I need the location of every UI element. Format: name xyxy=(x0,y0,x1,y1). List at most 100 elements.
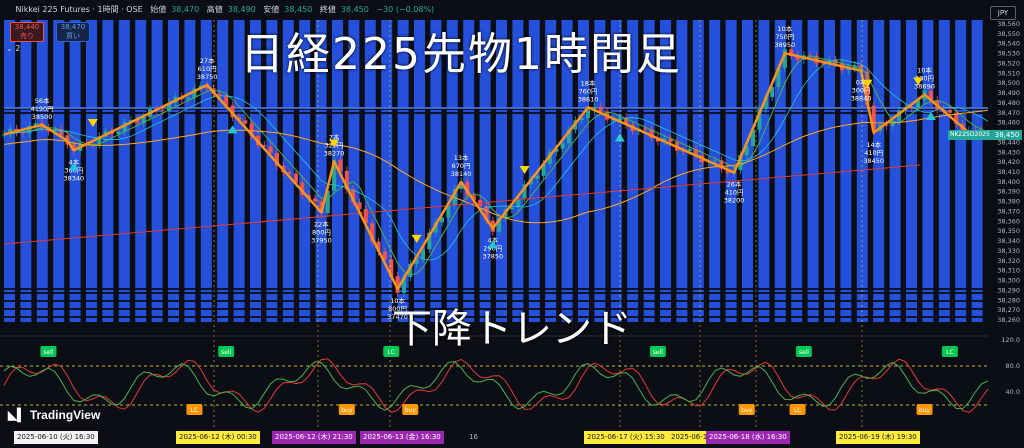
candle-body xyxy=(947,109,952,113)
candle-body xyxy=(541,163,546,176)
band-gap xyxy=(4,288,988,290)
band-stripe xyxy=(873,20,885,322)
time-axis-label: 2025-06-18 (水) 16:30 xyxy=(706,431,790,444)
band-stripe xyxy=(660,20,671,322)
price-tick-label: 38,400 xyxy=(997,178,1020,186)
time-axis-label: 2025-06-12 (木) 21:30 xyxy=(272,431,356,444)
candle-body xyxy=(452,188,457,205)
band-stripe xyxy=(217,20,229,322)
indicator-count[interactable]: ⌄ 2 xyxy=(6,44,21,53)
label-text: sell xyxy=(799,349,809,356)
band-stripe xyxy=(282,20,294,322)
pivot-label-line: 410円 xyxy=(725,189,744,197)
candle-body xyxy=(325,190,330,214)
candle-body xyxy=(928,90,933,101)
candle-body xyxy=(217,93,222,96)
triangle-down-icon xyxy=(87,118,98,127)
price-tick-label: 38,320 xyxy=(997,257,1020,265)
pivot-label: 10本 750円 38950 xyxy=(775,24,796,49)
triangle-up-icon xyxy=(614,133,625,142)
price-tick-label: 38,500 xyxy=(997,79,1020,87)
buy-button[interactable]: 38,470 買い xyxy=(56,22,90,42)
time-axis-label: 2025-06-19 (木) 19:30 xyxy=(836,431,920,444)
band-stripe xyxy=(102,20,114,322)
pivot-label-line: 38690 xyxy=(914,83,935,91)
sell-button[interactable]: 38,440 売り xyxy=(10,22,44,42)
band-stripe xyxy=(315,20,327,322)
time-axis-label: 2025-06-10 (火) 16:30 xyxy=(14,431,98,444)
candle-body xyxy=(33,123,38,127)
stoch-k-line xyxy=(3,358,989,414)
candle-body xyxy=(433,222,438,233)
price-tick-label: 38,270 xyxy=(997,306,1020,314)
candle-body xyxy=(871,105,876,132)
symbol-title[interactable]: Nikkei 225 Futures · 1時間 · OSE xyxy=(15,5,143,14)
last-price-value: 38,450 xyxy=(992,130,1022,140)
pivot-label-line: 37850 xyxy=(482,252,503,260)
band-stripe xyxy=(151,20,163,322)
price-tick-label: 38,340 xyxy=(997,237,1020,245)
triangle-down-icon xyxy=(913,77,924,86)
candle-body xyxy=(776,67,781,88)
ma-medium-line xyxy=(3,59,989,261)
candle-body xyxy=(744,146,749,156)
tradingview-logo[interactable]: ◣▍ TradingView xyxy=(8,408,100,422)
time-axis-label: 2025-06-13 (金) 16:30 xyxy=(360,431,444,444)
session-markers xyxy=(213,20,863,429)
band-stripe xyxy=(414,20,425,322)
candle-body xyxy=(262,145,267,147)
band-gap xyxy=(4,292,988,294)
band-stripe xyxy=(53,20,65,322)
band-stripe xyxy=(168,20,179,322)
candle-body xyxy=(693,148,698,156)
pivot-label-line: 37470 xyxy=(387,313,408,321)
pivot-label-line: 760円 xyxy=(579,87,598,95)
candle-body xyxy=(509,207,514,210)
candle-body xyxy=(446,204,451,218)
sell-label: sell xyxy=(649,346,666,357)
band-stripe xyxy=(496,20,507,322)
label-text: LC xyxy=(387,349,395,356)
price-tick-label: 38,460 xyxy=(997,119,1020,127)
candle-body xyxy=(300,182,305,196)
candle-body xyxy=(643,128,648,130)
band-gap xyxy=(4,316,988,318)
pivot-label-line: 13本 xyxy=(454,153,469,162)
label-text: sell xyxy=(221,349,231,356)
candle-body xyxy=(484,206,489,221)
candle-body xyxy=(586,109,591,119)
pivot-label: 0本 300円 38840 xyxy=(851,78,872,103)
pivot-label-line: 22本 xyxy=(314,219,329,228)
price-tick-label: 38,490 xyxy=(997,89,1020,97)
candle-body xyxy=(249,123,254,136)
candle-body xyxy=(389,259,394,277)
candle-body xyxy=(782,49,787,68)
pivot-label: 22本 800円 37950 xyxy=(311,219,332,244)
candle-body xyxy=(789,49,794,56)
label-box xyxy=(186,404,203,415)
price-tick-label: 38,300 xyxy=(997,277,1020,285)
ma-trend-line xyxy=(3,164,921,245)
pivot-label-line: 38340 xyxy=(63,174,84,182)
band-stripe xyxy=(430,20,442,322)
candle-body xyxy=(370,223,375,242)
buy-label: buy xyxy=(338,404,355,415)
pivot-label-line: 38270 xyxy=(324,149,345,157)
label-box xyxy=(649,346,666,357)
band-gap xyxy=(4,308,988,310)
candle-body xyxy=(71,144,76,151)
pivot-label-line: 230円 xyxy=(915,75,934,83)
candle-body xyxy=(344,170,349,190)
band-stripe xyxy=(69,20,81,322)
high-value: 38,490 xyxy=(227,5,256,14)
pivot-label-line: 4本 xyxy=(488,235,499,244)
band-stripe xyxy=(610,20,622,322)
price-tick-label: 38,560 xyxy=(997,20,1020,28)
label-box xyxy=(795,346,812,357)
pivot-label-line: 7本 xyxy=(329,132,340,141)
candle-body xyxy=(230,105,235,118)
currency-button[interactable]: JPY xyxy=(990,6,1016,20)
triangle-up-icon xyxy=(487,240,498,249)
band-stripe xyxy=(578,20,589,322)
